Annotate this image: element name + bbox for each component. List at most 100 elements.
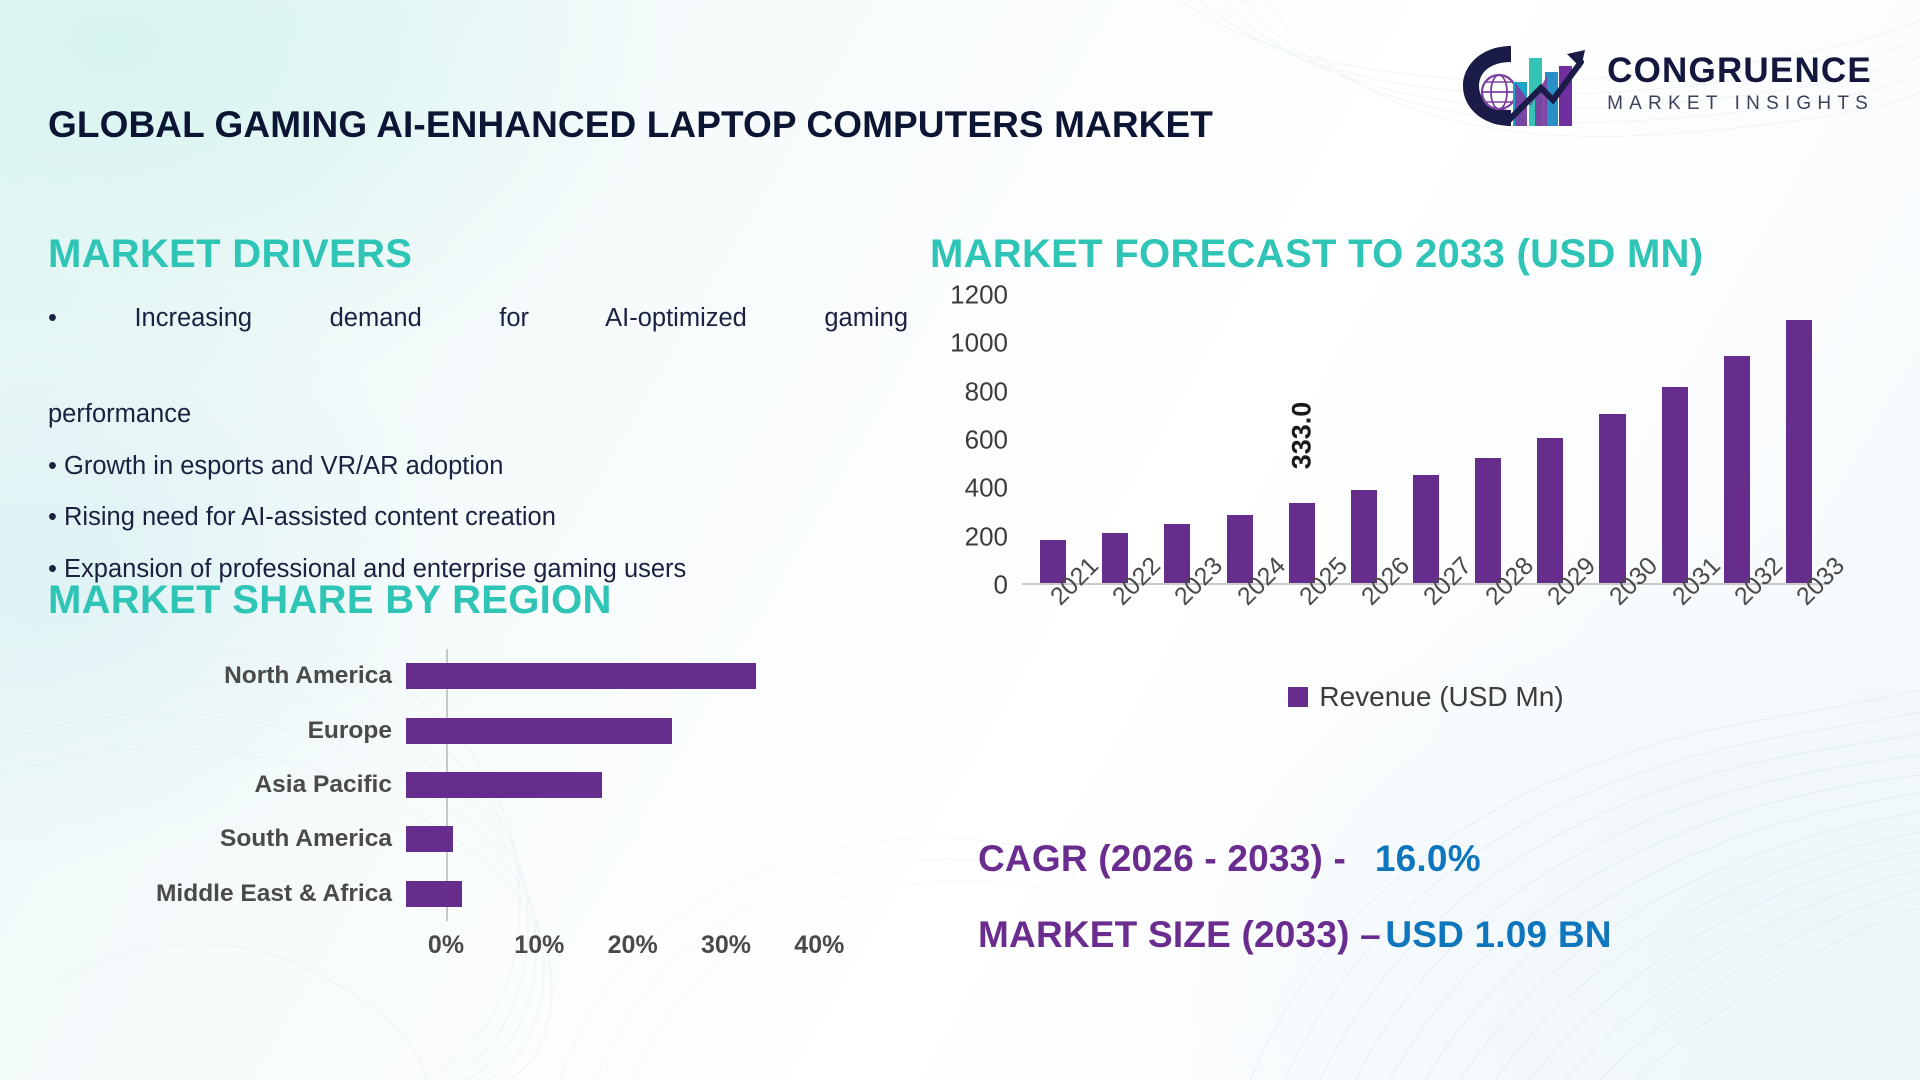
forecast-bar-slot: 333.0 xyxy=(1271,295,1333,584)
forecast-bar xyxy=(1661,387,1688,584)
forecast-y-tick: 1200 xyxy=(950,279,1008,310)
page-title: GLOBAL GAMING AI-ENHANCED LAPTOP COMPUTE… xyxy=(48,104,1213,145)
share-chart-x-tick: 10% xyxy=(514,931,565,959)
forecast-y-tick: 0 xyxy=(993,569,1008,600)
share-chart-row-label: South America xyxy=(220,825,392,853)
forecast-bar xyxy=(1102,532,1129,584)
driver-item: • Growth in esports and VR/AR adoption xyxy=(48,451,504,480)
forecast-x-tick-slot: 2027 xyxy=(1418,552,1477,620)
forecast-y-axis-ticks: 0 200 400 600 800 1000 1200 xyxy=(930,280,1018,600)
legend-label-revenue: Revenue (USD Mn) xyxy=(1319,681,1564,712)
forecast-bar-data-label: 333.0 xyxy=(1286,401,1317,470)
forecast-y-tick: 400 xyxy=(964,472,1008,503)
forecast-bar xyxy=(1164,524,1191,584)
forecast-x-axis-ticks: 2021 2022 2023 2024 2025 2026 2027 2028 2029 2030… xyxy=(1022,552,1850,669)
forecast-bar-slot xyxy=(1768,295,1830,584)
share-chart-x-tick: 40% xyxy=(794,931,845,959)
forecast-baseline xyxy=(1022,583,1830,585)
market-drivers-heading: MARKET DRIVERS xyxy=(48,232,413,276)
share-chart-row-label: Middle East & Africa xyxy=(156,879,392,907)
share-chart-bar xyxy=(406,663,756,690)
forecast-bar-slot xyxy=(1395,295,1457,584)
forecast-bar xyxy=(1599,414,1626,584)
forecast-bar-slot xyxy=(1519,295,1581,584)
forecast-bar-slot xyxy=(1208,295,1270,584)
forecast-x-tick-slot: 2026 xyxy=(1356,552,1415,620)
logo-company-name: CONGRUENCE xyxy=(1607,50,1872,90)
logo-wordmark: CONGRUENCE MARKET INSIGHTS xyxy=(1607,50,1874,116)
forecast-plot-area: 333.0 xyxy=(1022,295,1830,585)
forecast-bar-slot xyxy=(1644,295,1706,584)
share-chart-row-track xyxy=(406,812,838,866)
market-forecast-bar-chart: 0 200 400 600 800 1000 1200 333.0 2021 2022 2023… xyxy=(930,280,1850,713)
cagr-label: CAGR (2026 - 2033) - xyxy=(978,838,1346,879)
logo-tagline: MARKET INSIGHTS xyxy=(1607,93,1874,115)
share-chart-row-label: Europe xyxy=(307,716,392,744)
forecast-x-tick-slot: 2028 xyxy=(1480,552,1539,620)
share-chart-row: Middle East & Africa xyxy=(48,867,838,921)
share-chart-x-ticks: 0% 10% 20% 30% 40% xyxy=(428,931,844,971)
share-chart-bar xyxy=(406,717,672,744)
market-forecast-heading: MARKET FORECAST TO 2033 (USD MN) xyxy=(930,232,1704,276)
forecast-bar-slot xyxy=(1706,295,1768,584)
share-chart-x-tick: 0% xyxy=(427,931,465,959)
forecast-legend: Revenue (USD Mn) xyxy=(1022,681,1830,713)
forecast-x-tick-slot: 2033 xyxy=(1791,552,1850,620)
share-chart-row-track xyxy=(406,867,838,921)
forecast-x-tick-slot: 2030 xyxy=(1604,552,1663,620)
forecast-bar xyxy=(1040,539,1067,584)
forecast-y-tick: 1000 xyxy=(950,327,1008,358)
share-chart-row-label: North America xyxy=(224,662,392,690)
share-chart-rows: North America Europe Asia Pacific South Ame… xyxy=(48,649,838,921)
driver-item-continuation: performance xyxy=(48,399,192,428)
cmi-logo-icon xyxy=(1463,46,1586,126)
forecast-x-tick-slot: 2023 xyxy=(1169,552,1228,620)
market-forecast-section: MARKET FORECAST TO 2033 (USD MN) 0 200 400… xyxy=(930,232,1880,713)
share-chart-row-track xyxy=(406,758,838,812)
forecast-bar-slot xyxy=(1084,295,1146,584)
forecast-bar xyxy=(1412,475,1440,584)
forecast-bar xyxy=(1475,457,1502,584)
market-size-label: MARKET SIZE (2033) – xyxy=(978,914,1381,955)
forecast-y-tick: 600 xyxy=(964,424,1008,455)
market-size-stat: MARKET SIZE (2033) – USD 1.09 BN xyxy=(978,914,1898,956)
forecast-bar-slot xyxy=(1457,295,1519,584)
forecast-x-tick-slot: 2025 xyxy=(1294,552,1353,620)
share-chart-row-track xyxy=(406,703,838,757)
forecast-x-tick-slot: 2032 xyxy=(1729,552,1788,620)
share-chart-row: North America xyxy=(48,649,838,703)
share-chart-x-tick: 20% xyxy=(607,931,658,959)
forecast-y-tick: 200 xyxy=(964,521,1008,552)
forecast-x-tick-slot: 2022 xyxy=(1107,552,1166,620)
share-chart-x-tick: 30% xyxy=(700,931,752,959)
cagr-stat: CAGR (2026 - 2033) - 16.0% xyxy=(978,838,1898,880)
share-chart-bar xyxy=(406,771,602,798)
forecast-bar xyxy=(1723,355,1750,584)
cagr-value: 16.0% xyxy=(1374,838,1481,879)
forecast-bar-slot xyxy=(1333,295,1395,584)
forecast-x-tick-slot: 2021 xyxy=(1045,552,1104,620)
share-chart-row: South America xyxy=(48,812,838,866)
forecast-x-tick-slot: 2029 xyxy=(1542,552,1601,620)
forecast-bar xyxy=(1537,437,1564,584)
market-share-bar-chart: North America Europe Asia Pacific South Ame… xyxy=(48,649,844,979)
share-chart-bar xyxy=(406,826,453,853)
key-stats-section: CAGR (2026 - 2033) - 16.0% MARKET SIZE (… xyxy=(978,838,1898,990)
driver-item: • Expansion of professional and enterpri… xyxy=(48,555,687,584)
driver-item: • Rising need for AI-assisted content cr… xyxy=(48,503,556,532)
share-chart-row: Asia Pacific xyxy=(48,758,838,812)
forecast-bar xyxy=(1288,502,1315,584)
forecast-bar xyxy=(1785,320,1812,584)
forecast-bars: 333.0 xyxy=(1022,295,1830,584)
forecast-bar-slot xyxy=(1022,295,1084,584)
share-chart-row-track xyxy=(406,649,838,703)
share-chart-row: Europe xyxy=(48,703,838,757)
forecast-bar xyxy=(1226,514,1253,584)
legend-swatch-revenue xyxy=(1288,687,1309,707)
forecast-x-tick-slot: 2031 xyxy=(1667,552,1726,620)
forecast-x-tick-slot: 2024 xyxy=(1232,552,1291,620)
driver-item: • Increasing demand for AI-optimized gam… xyxy=(48,304,908,332)
forecast-bar-slot xyxy=(1146,295,1208,584)
share-chart-row-label: Asia Pacific xyxy=(254,770,392,798)
share-chart-bar xyxy=(406,880,462,907)
